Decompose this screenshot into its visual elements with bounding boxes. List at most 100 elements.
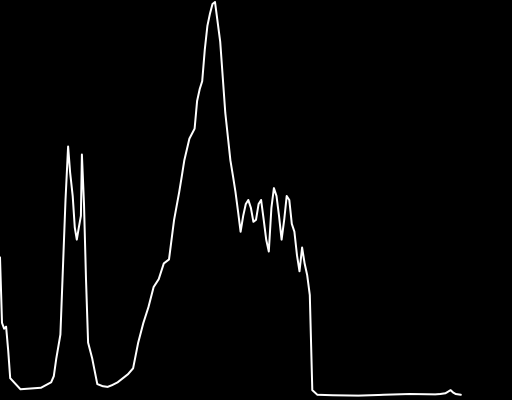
data-point <box>183 159 185 161</box>
data-point <box>163 262 165 264</box>
data-point <box>316 394 318 396</box>
data-point <box>444 392 446 394</box>
data-point <box>357 395 359 397</box>
data-point <box>211 3 214 5</box>
data-point <box>455 393 457 395</box>
data-point <box>9 377 11 379</box>
data-point <box>69 171 71 173</box>
data-point <box>83 203 85 205</box>
data-point <box>76 239 78 241</box>
data-point <box>268 250 270 253</box>
data-point <box>229 159 231 161</box>
data-point <box>311 389 313 391</box>
data-point <box>452 391 454 394</box>
data-point <box>96 383 98 385</box>
data-point <box>188 138 190 140</box>
data-point <box>127 373 129 375</box>
data-point <box>293 231 295 233</box>
data-point <box>142 322 144 324</box>
data-point <box>91 357 93 359</box>
data-point <box>270 207 272 209</box>
data-point <box>283 219 285 221</box>
data-point <box>275 195 278 197</box>
data-point <box>194 128 196 130</box>
data-point <box>383 394 385 396</box>
data-point <box>250 207 252 209</box>
data-point <box>132 367 134 369</box>
data-point <box>278 215 280 217</box>
data-point <box>80 215 82 217</box>
data-point <box>263 219 265 221</box>
data-point <box>242 215 244 217</box>
data-point <box>204 48 206 51</box>
data-point <box>240 231 242 233</box>
data-point <box>55 357 57 359</box>
data-point <box>286 195 288 197</box>
data-point <box>409 393 411 395</box>
data-point <box>450 389 452 391</box>
data-point <box>30 387 32 390</box>
data-point <box>40 387 42 389</box>
data-point <box>434 393 436 395</box>
data-point <box>252 221 254 223</box>
data-point <box>74 227 76 229</box>
data-point <box>196 100 198 102</box>
data-point <box>260 199 262 201</box>
data-point <box>147 306 150 308</box>
data-point <box>5 326 7 328</box>
data-point <box>309 294 311 296</box>
data-point <box>72 195 74 197</box>
data-point <box>61 278 64 280</box>
data-point <box>237 211 239 213</box>
data-point <box>50 381 52 383</box>
data-point <box>219 41 221 43</box>
data-point <box>117 381 119 383</box>
series-line-0 <box>0 1 462 397</box>
data-point <box>255 219 257 221</box>
data-point <box>7 349 9 352</box>
data-point <box>273 187 275 189</box>
data-point <box>112 384 114 386</box>
data-point <box>153 286 155 288</box>
data-point <box>439 393 441 395</box>
data-point <box>265 239 267 241</box>
data-point <box>298 270 301 272</box>
data-point <box>158 278 160 280</box>
data-point <box>288 199 290 201</box>
data-point <box>206 25 208 27</box>
data-point <box>301 246 303 249</box>
data-point <box>332 394 334 396</box>
data-point <box>199 88 201 90</box>
data-point <box>53 375 55 377</box>
data-point <box>0 256 1 258</box>
data-point <box>19 388 22 390</box>
data-point <box>168 258 170 260</box>
data-point <box>258 203 260 205</box>
data-point <box>247 199 249 201</box>
data-point <box>209 13 211 15</box>
data-point <box>460 394 462 396</box>
data-point <box>296 254 298 256</box>
data-point <box>245 203 247 205</box>
data-point <box>232 175 234 177</box>
series-layer <box>0 1 462 397</box>
data-point <box>78 227 80 229</box>
data-point <box>137 342 139 344</box>
data-point <box>306 274 308 276</box>
data-point <box>67 145 69 148</box>
data-point <box>178 191 180 193</box>
data-point <box>122 377 124 379</box>
data-point <box>101 385 103 387</box>
data-point <box>181 175 183 177</box>
data-point <box>87 342 89 344</box>
data-point <box>1 322 3 324</box>
data-point <box>85 278 87 280</box>
data-point <box>281 239 283 241</box>
data-point <box>224 112 226 114</box>
data-point <box>201 80 203 82</box>
data-point <box>173 219 175 221</box>
data-point <box>59 334 62 336</box>
data-point <box>234 191 237 193</box>
